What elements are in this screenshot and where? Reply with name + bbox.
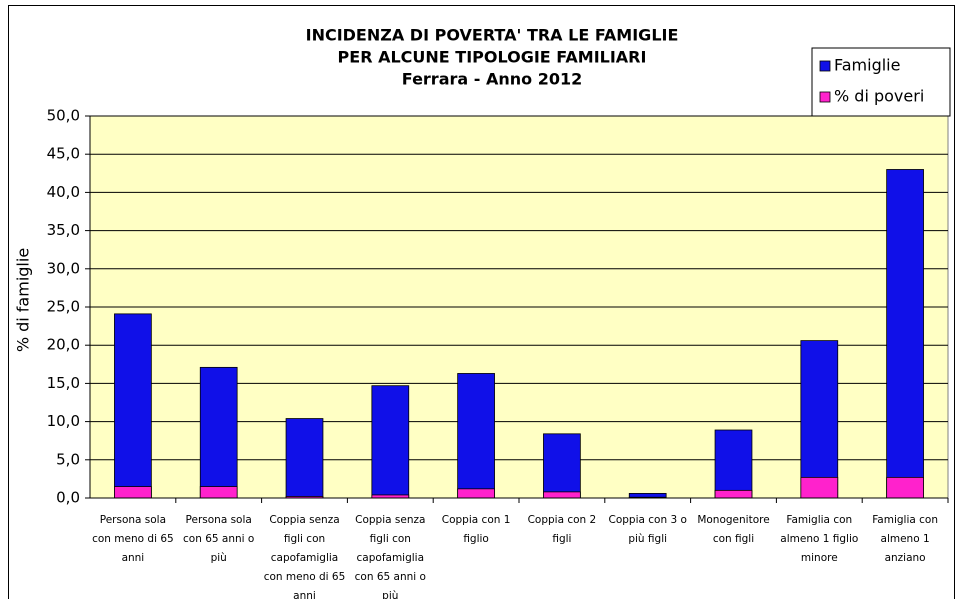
x-tick-label: Monogenitore con figli [697, 514, 769, 545]
legend-label: Famiglie [834, 56, 900, 75]
x-tick-label: Coppia senza figli con capofamiglia con 65 … [355, 514, 426, 599]
x-tick-label: Coppia con 1 figlio [442, 514, 511, 545]
y-tick-label: 20,0 [47, 336, 80, 354]
legend-swatch [819, 91, 831, 103]
x-tick-label: Persona sola con meno di 65 anni [92, 514, 174, 564]
bar [800, 476, 839, 499]
x-tick-label: Famiglia con almeno 1 anziano [872, 514, 938, 564]
x-tick-label: Persona sola con 65 anni o più [183, 514, 254, 564]
bar [114, 313, 152, 499]
chart-title: INCIDENZA DI POVERTA' TRA LE FAMIGLIE [306, 26, 679, 45]
y-tick-label: 35,0 [47, 221, 80, 239]
bar [714, 429, 753, 499]
x-tick-label: Coppia senza figli con capofamiglia con men… [264, 514, 346, 599]
chart-title: PER ALCUNE TIPOLOGIE FAMILIARI [338, 48, 647, 67]
bar [199, 486, 238, 499]
chart-title: Ferrara - Anno 2012 [402, 70, 582, 89]
y-tick-label: 0,0 [56, 489, 80, 507]
bar [371, 385, 410, 499]
y-tick-label: 45,0 [47, 145, 80, 163]
x-tick-label: Coppia con 2 figli [528, 514, 597, 545]
bar [886, 169, 924, 499]
x-tick-label: Coppia con 3 o più figli [608, 514, 686, 545]
y-tick-label: 40,0 [47, 183, 80, 201]
bar [457, 488, 495, 499]
bar [114, 486, 152, 499]
bar [199, 366, 238, 499]
y-tick-label: 10,0 [47, 412, 80, 430]
y-tick-label: 25,0 [47, 298, 80, 316]
legend-label: % di poveri [834, 87, 924, 106]
bar [886, 476, 924, 499]
bar [800, 340, 839, 499]
bar [543, 433, 581, 499]
bar [457, 373, 495, 499]
y-tick-label: 5,0 [56, 450, 80, 468]
legend-swatch [819, 60, 831, 72]
x-tick-label: Famiglia con almeno 1 figlio minore [780, 514, 858, 564]
y-tick-label: 50,0 [47, 107, 80, 125]
y-axis-label: % di famiglie [14, 248, 33, 352]
bar [714, 489, 753, 499]
legend [811, 47, 951, 117]
y-tick-label: 30,0 [47, 259, 80, 277]
bar [543, 491, 581, 499]
y-tick-label: 15,0 [47, 374, 80, 392]
bar [285, 418, 324, 499]
